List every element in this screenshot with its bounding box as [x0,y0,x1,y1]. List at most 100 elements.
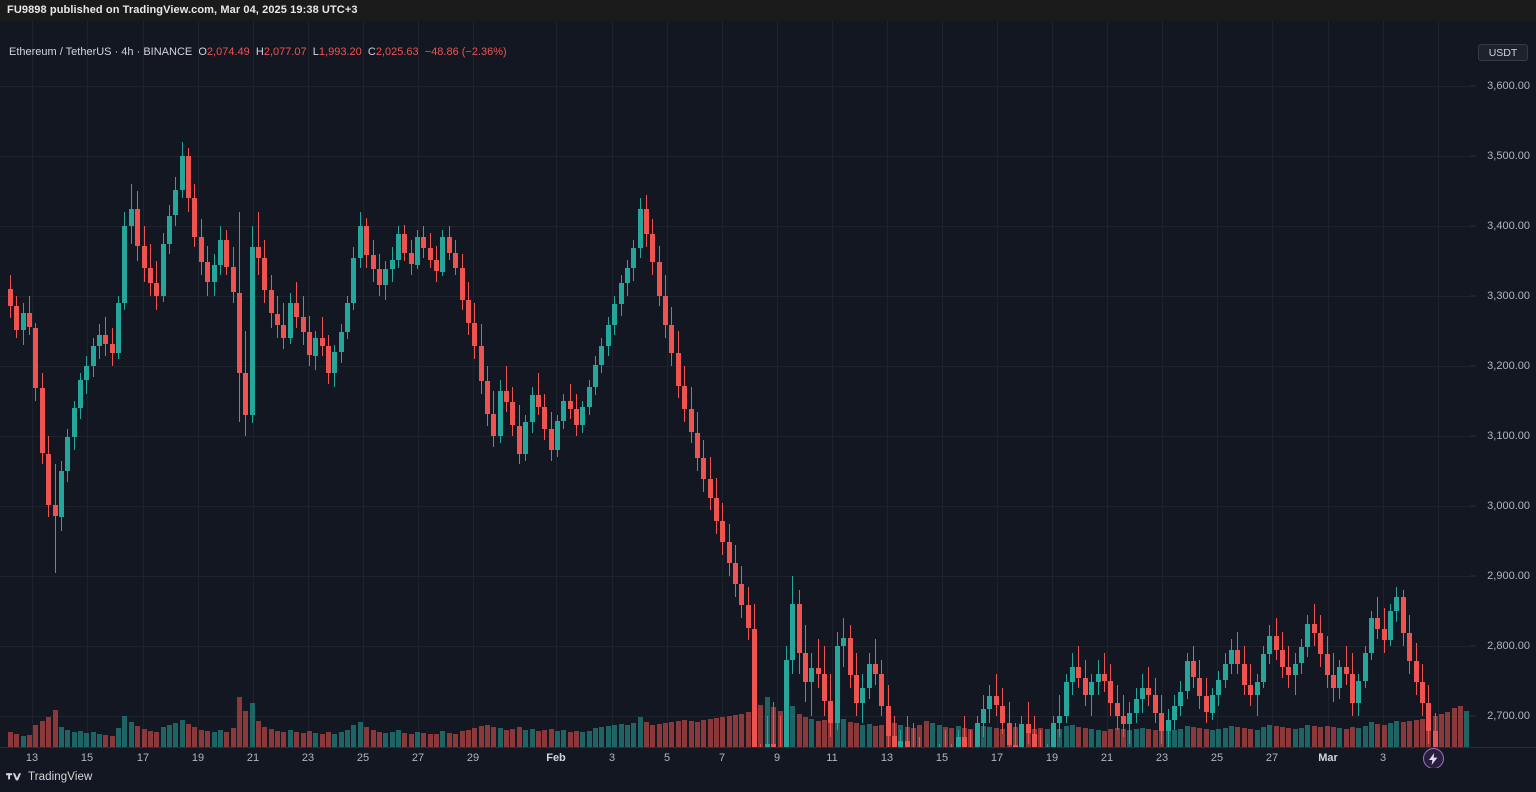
candle-body [1152,695,1158,713]
candle-body [1063,682,1069,716]
candle-body [1019,724,1025,747]
lightning-bolt-icon[interactable] [1423,748,1444,768]
candle-wick [817,639,819,688]
candle-body [1184,661,1190,692]
volume-bar [376,732,382,747]
chart-legend[interactable]: Ethereum / TetherUS · 4h · BINANCE O2,07… [9,46,507,58]
volume-bar [1044,729,1050,747]
candle-body [268,290,274,314]
time-tick-label: 21 [246,752,260,764]
volume-bar [294,731,300,747]
volume-bar [694,722,700,747]
candle-body [962,737,967,747]
volume-bar [688,721,694,747]
candle-body [542,406,548,429]
candle-wick [773,702,775,747]
volume-bar [612,725,618,747]
volume-bar [599,727,605,747]
candle-body [46,453,52,505]
volume-bar [135,726,141,747]
chart-container[interactable]: 3,600.00 3,500.00 3,400.00 3,300.00 3,200.00… [0,21,1536,768]
time-tick-label: 19 [191,752,205,764]
candle-body [1076,667,1082,678]
candle-body [243,373,249,415]
price-tick-label: 3,400.00 [1487,220,1530,232]
volume-bar [160,727,166,747]
volume-bar [853,723,859,747]
candle-body [1216,679,1222,695]
volume-bar [58,727,64,747]
candle-wick [1103,653,1105,692]
candle-wick [321,317,323,356]
volume-bar [726,716,732,747]
price-tick-dash [1470,575,1476,577]
candle-body [561,401,567,421]
time-gridline [1438,21,1439,747]
brand-name: TradingView [28,771,93,783]
volume-bar [116,728,122,747]
price-axis[interactable]: 3,600.00 3,500.00 3,400.00 3,300.00 3,200.00… [1470,21,1536,747]
price-plot-area[interactable] [0,21,1470,747]
time-gridline [997,21,998,747]
legend-interval[interactable]: 4h [121,46,134,58]
volume-bar [841,719,847,747]
time-gridline [473,21,474,747]
candle-body [1299,647,1305,664]
price-tick-dash [1470,715,1476,717]
legend-sep-2: · [133,46,144,58]
price-tick-label: 3,200.00 [1487,360,1530,372]
currency-badge[interactable]: USDT [1478,44,1528,61]
candle-body [364,226,370,256]
candle-body [434,259,440,272]
candle-body [1394,597,1400,611]
volume-bar [790,706,796,747]
candle-body [644,208,649,235]
volume-bar [1343,729,1349,747]
candle-body [27,312,33,328]
volume-bar [478,726,484,747]
volume-bar [1451,708,1457,747]
candle-body [256,247,262,258]
time-axis[interactable]: 13 15 17 19 21 23 25 27 29 Feb 3 5 7 9 11 13 15 17 19 21 23 2… [0,747,1536,768]
candle-body [319,338,325,347]
volume-bar [1305,725,1311,747]
candle-wick [913,723,915,747]
candle-wick [1256,674,1258,716]
volume-bar [1381,725,1387,747]
time-tick-label: Feb [546,752,566,764]
price-tick-label: 3,300.00 [1487,290,1530,302]
volume-bar [739,714,745,747]
time-tick-label: 25 [1210,752,1224,764]
candle-body [1082,677,1088,695]
volume-bar [917,725,923,747]
volume-bar [523,730,529,747]
candle-wick [995,674,997,716]
volume-bar [1413,720,1419,747]
candle-body [453,252,459,268]
candle-wick [1014,723,1016,747]
candle-body [510,402,516,426]
candle-body [211,264,217,282]
publish-bar: FU9898 published on TradingView.com, Mar… [0,0,1536,21]
candle-body [1267,635,1273,655]
volume-bar [1190,727,1196,747]
price-tick-label: 3,100.00 [1487,430,1530,442]
candle-body [122,226,128,303]
candle-body [326,346,331,373]
price-gridline [0,296,1470,297]
candle-body [497,390,503,436]
time-tick-label: 27 [411,752,425,764]
candle-body [974,723,980,747]
price-tick-dash [1470,85,1476,87]
volume-bar [1286,728,1292,747]
volume-bar [1203,729,1209,747]
volume-bar [97,734,103,747]
volume-bar [1356,728,1362,747]
tradingview-brand[interactable]: TradingView [6,771,92,783]
candle-body [618,283,624,305]
volume-bar [1375,724,1381,747]
time-gridline [1383,21,1384,747]
legend-exchange[interactable]: BINANCE [143,46,193,58]
legend-symbol[interactable]: Ethereum / TetherUS [9,46,112,58]
volume-bar [504,730,510,747]
